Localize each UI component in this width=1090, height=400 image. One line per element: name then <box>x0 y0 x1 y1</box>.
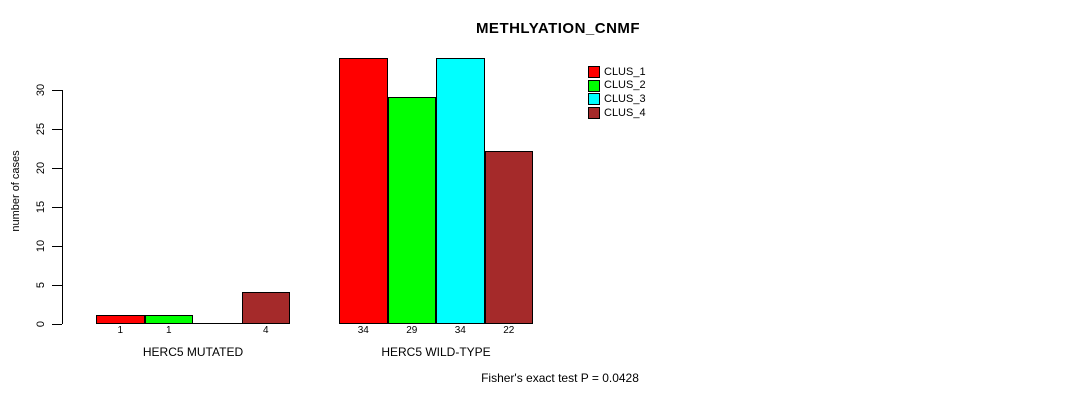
y-tick-mark <box>52 284 62 286</box>
bar-clus_3-group2 <box>436 58 485 324</box>
legend-swatch-clus_1 <box>588 66 600 78</box>
y-tick-label: 20 <box>35 161 47 175</box>
legend-label-clus_1: CLUS_1 <box>604 65 646 78</box>
y-axis-title: number of cases <box>10 150 22 232</box>
bar-clus_4-group2 <box>484 151 533 324</box>
bar-clus_2-group1 <box>144 315 193 324</box>
bar-clus_3-group1-zero <box>193 323 242 324</box>
y-tick-label: 10 <box>35 239 47 253</box>
y-tick-label: 5 <box>35 281 47 289</box>
y-tick-label: 30 <box>35 83 47 97</box>
y-tick-mark <box>52 128 62 130</box>
legend-swatch-clus_4 <box>588 107 600 120</box>
y-tick-label: 25 <box>35 122 47 136</box>
y-tick-mark <box>52 167 62 169</box>
bar-clus_2-group2 <box>387 97 436 324</box>
y-tick-mark <box>52 323 62 325</box>
legend-label-clus_4: CLUS_4 <box>604 106 646 119</box>
chart-title: METHLYATION_CNMF <box>475 20 641 37</box>
bar-value-label: 1 <box>165 325 172 336</box>
stat-annotation: Fisher's exact test P = 0.0428 <box>481 371 639 385</box>
bar-value-label: 22 <box>503 325 515 336</box>
group-label-1: HERC5 MUTATED <box>142 345 244 359</box>
group-label-2: HERC5 WILD-TYPE <box>381 345 491 359</box>
y-axis-line <box>62 90 63 324</box>
legend-label-clus_3: CLUS_3 <box>604 92 646 105</box>
legend-swatch-clus_2 <box>588 79 600 92</box>
bar-value-label: 1 <box>117 325 124 336</box>
bar-value-label: 29 <box>406 325 418 336</box>
y-tick-mark <box>52 245 62 247</box>
legend-swatch-clus_3 <box>588 93 600 106</box>
bar-value-label: 4 <box>262 325 269 336</box>
bar-clus_1-group1 <box>96 315 145 324</box>
bar-clus_4-group1 <box>241 292 290 324</box>
y-tick-label: 0 <box>35 320 47 328</box>
bar-clus_1-group2 <box>339 58 388 324</box>
y-tick-mark <box>52 206 62 208</box>
bar-value-label: 34 <box>454 325 466 336</box>
bar-value-label: 34 <box>357 325 369 336</box>
y-tick-mark <box>52 89 62 91</box>
legend-label-clus_2: CLUS_2 <box>604 79 646 92</box>
y-tick-label: 15 <box>35 200 47 214</box>
